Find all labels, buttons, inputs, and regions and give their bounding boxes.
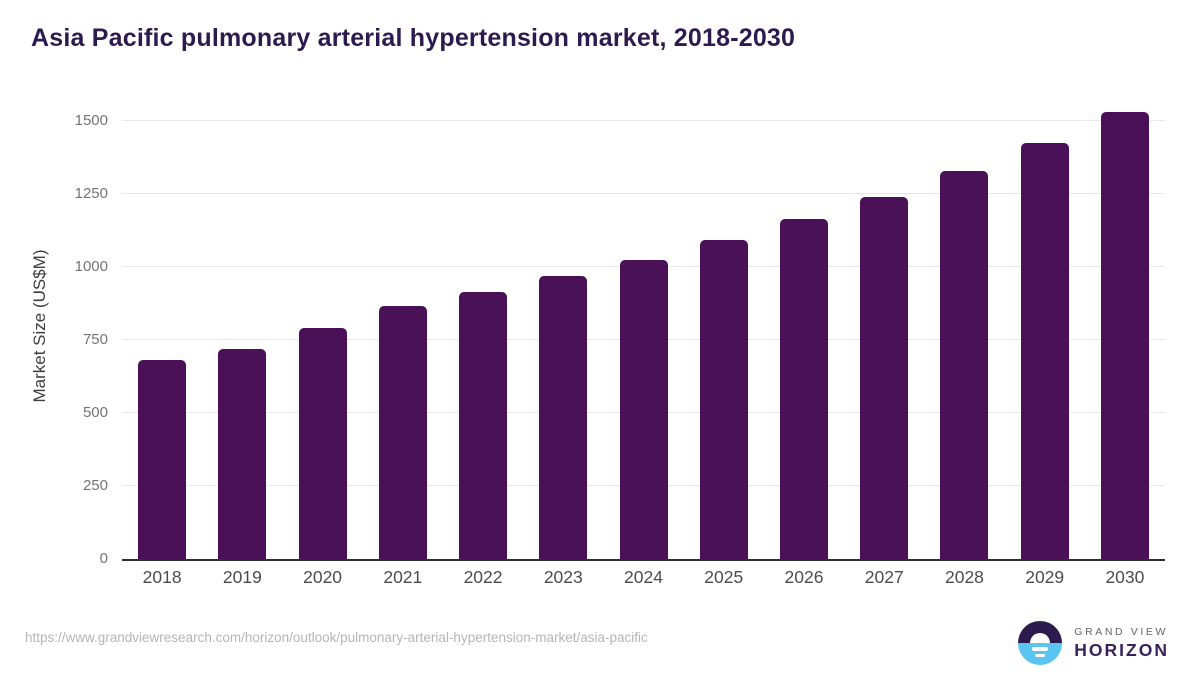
bar-slot xyxy=(282,92,362,559)
x-tick-label: 2020 xyxy=(303,567,343,587)
y-tick-label: 1250 xyxy=(74,185,108,203)
bar-slot xyxy=(1005,92,1085,559)
bar-slot xyxy=(1085,92,1165,559)
bar-2020 xyxy=(298,328,347,559)
y-tick-label: 0 xyxy=(99,550,108,567)
bar-2030 xyxy=(1100,112,1149,559)
logo-sun-dome xyxy=(1030,633,1051,643)
bar-2029 xyxy=(1020,142,1069,559)
bar-2028 xyxy=(940,170,989,559)
x-tick-label: 2027 xyxy=(864,567,904,587)
x-tick-label: 2021 xyxy=(383,567,423,587)
bar-slot xyxy=(523,92,603,559)
bar-2023 xyxy=(539,275,588,559)
y-tick-label: 1000 xyxy=(74,258,108,276)
bar-2025 xyxy=(699,240,748,559)
bar-slot xyxy=(764,92,844,559)
y-tick-label: 500 xyxy=(82,404,108,422)
bar-2021 xyxy=(378,305,427,559)
bar-slot xyxy=(202,92,282,559)
bar-2022 xyxy=(459,291,508,559)
x-tick-label: 2022 xyxy=(463,567,503,587)
y-tick-label: 1500 xyxy=(74,112,108,130)
bar-2024 xyxy=(619,259,668,559)
bar-slot xyxy=(924,92,1004,559)
y-axis-ticks: 0 250 500 750 1000 1250 1500 xyxy=(0,92,108,567)
grand-view-horizon-logo: GRAND VIEW HORIZON xyxy=(1018,621,1169,665)
bar-slot xyxy=(122,92,202,559)
bar-2019 xyxy=(218,349,267,559)
gridline xyxy=(122,120,1165,122)
x-tick-label: 2028 xyxy=(944,567,984,587)
logo-product-name: HORIZON xyxy=(1074,639,1169,660)
logo-text: GRAND VIEW HORIZON xyxy=(1074,626,1169,660)
x-tick-label: 2019 xyxy=(222,567,262,587)
x-tick-label: 2018 xyxy=(142,567,182,587)
bar-slot xyxy=(363,92,443,559)
source-url: https://www.grandviewresearch.com/horizo… xyxy=(25,630,648,645)
logo-reflection-stripe xyxy=(1035,654,1046,657)
page-title: Asia Pacific pulmonary arterial hyperten… xyxy=(31,24,796,52)
bar-2027 xyxy=(860,196,909,559)
horizon-sun-icon xyxy=(1018,621,1063,665)
bar-2026 xyxy=(779,218,828,559)
logo-reflection-stripe xyxy=(1032,647,1049,651)
x-tick-label: 2029 xyxy=(1025,567,1065,587)
x-tick-label: 2026 xyxy=(784,567,824,587)
bar-slot xyxy=(844,92,924,559)
bar-2018 xyxy=(138,359,187,559)
bar-slot xyxy=(603,92,683,559)
x-tick-label: 2030 xyxy=(1105,567,1145,587)
logo-brand-name: GRAND VIEW xyxy=(1074,625,1168,638)
y-tick-label: 250 xyxy=(82,477,108,495)
gridline xyxy=(122,193,1165,195)
bar-slot xyxy=(443,92,523,559)
x-axis-labels: 2018 2019 2020 2021 2022 2023 2024 2025 2026 2027… xyxy=(122,567,1165,588)
plot-area xyxy=(122,92,1165,561)
logo-sky-half xyxy=(1018,621,1063,643)
bar-slot xyxy=(684,92,764,559)
x-tick-label: 2023 xyxy=(543,567,583,587)
x-tick-label: 2024 xyxy=(624,567,663,587)
bars-row xyxy=(122,92,1165,559)
x-tick-label: 2025 xyxy=(704,567,744,587)
y-tick-label: 750 xyxy=(82,331,108,349)
